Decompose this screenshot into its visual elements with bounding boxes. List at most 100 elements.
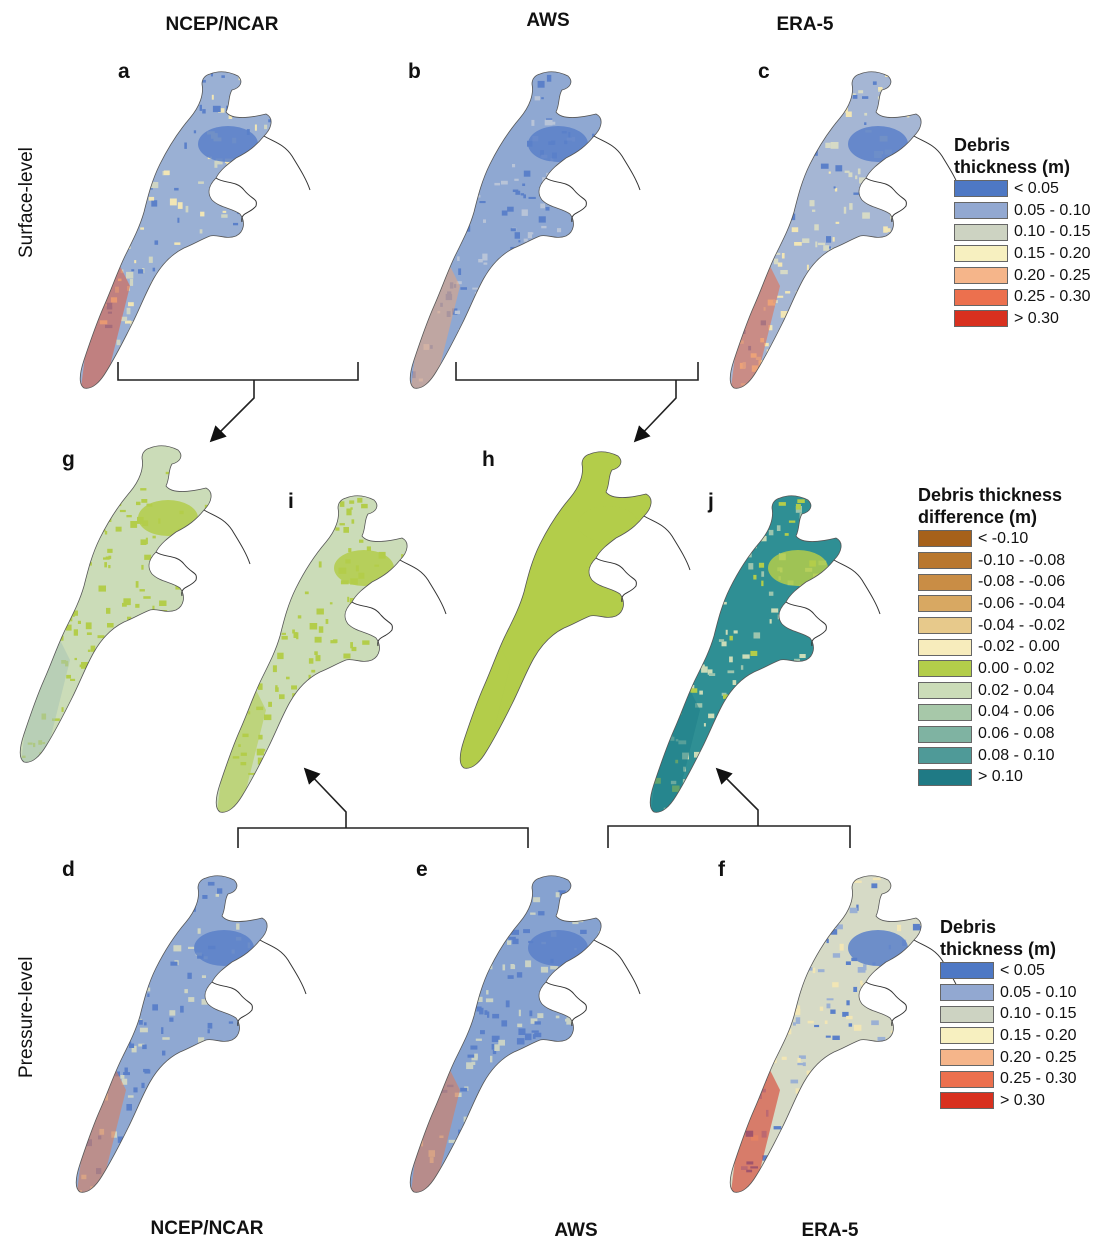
legend-item: 0.20 - 0.25	[940, 1047, 1077, 1069]
arrow-to-h	[633, 380, 677, 443]
legend-thickness-top: Debris thickness (m) < 0.05 0.05 - 0.10 0.…	[954, 134, 1091, 330]
legend-swatch	[954, 267, 1008, 285]
legend-label: 0.08 - 0.10	[978, 746, 1055, 764]
panel-letter-g: g	[62, 448, 75, 471]
glacier-map-i	[215, 495, 447, 813]
catchment-outline	[545, 135, 641, 223]
legend-label: 0.02 - 0.04	[978, 681, 1055, 699]
panel-letter-a: a	[118, 60, 130, 83]
legend-swatch	[918, 747, 972, 765]
legend-item: 0.10 - 0.15	[954, 221, 1091, 243]
panel-letter-d: d	[62, 858, 75, 881]
legend-item: 0.02 - 0.04	[918, 680, 1065, 702]
legend-item: > 0.30	[940, 1090, 1077, 1112]
legend-swatch	[918, 552, 972, 570]
bracket-d-e	[237, 827, 529, 848]
panel-letter-c: c	[758, 60, 770, 83]
arrow-to-j	[715, 767, 759, 826]
panel-letter-h: h	[482, 448, 495, 471]
legend-item: 0.15 - 0.20	[954, 243, 1091, 265]
legend-swatch	[940, 962, 994, 980]
catchment-outline	[545, 939, 641, 1027]
glacier-map-b	[409, 71, 641, 389]
bracket-e-f	[607, 825, 851, 848]
legend-swatch	[918, 595, 972, 613]
legend-item: < 0.05	[940, 960, 1077, 982]
legend-difference-items: < -0.10 -0.10 - -0.08 -0.08 - -0.06 -0.06 -…	[918, 528, 1065, 788]
column-title-era5-top: ERA-5	[776, 14, 834, 35]
catchment-outline	[155, 509, 251, 597]
legend-label: 0.15 - 0.20	[1014, 244, 1091, 262]
legend-title-line1: Debris	[940, 917, 997, 937]
legend-label: 0.15 - 0.20	[1000, 1026, 1077, 1044]
glacier-texture	[460, 506, 638, 769]
legend-item: < -0.10	[918, 528, 1065, 550]
legend-swatch	[954, 245, 1008, 263]
legend-item: -0.06 - -0.04	[918, 593, 1065, 615]
legend-title-line2: thickness (m)	[940, 939, 1057, 959]
arrow-to-i	[303, 767, 347, 828]
glacier-map-a	[79, 71, 311, 389]
legend-item: 0.15 - 0.20	[940, 1025, 1077, 1047]
panel-letter-f: f	[718, 858, 725, 881]
legend-label: 0.20 - 0.25	[1014, 266, 1091, 284]
catchment-outline	[865, 135, 961, 223]
legend-label: 0.20 - 0.25	[1000, 1048, 1077, 1066]
legend-swatch	[940, 1005, 994, 1023]
legend-swatch	[940, 1049, 994, 1067]
legend-thickness-top-items: < 0.05 0.05 - 0.10 0.10 - 0.15 0.15 - 0.20 0…	[954, 178, 1091, 330]
legend-swatch	[918, 703, 972, 721]
catchment-outline	[785, 559, 881, 647]
legend-swatch	[954, 202, 1008, 220]
legend-swatch	[954, 180, 1008, 198]
column-title-era5-bottom: ERA-5	[801, 1220, 859, 1241]
arrow-to-g	[209, 380, 255, 443]
legend-swatch	[918, 573, 972, 591]
legend-swatch	[940, 984, 994, 1002]
glacier-map-g	[19, 445, 251, 763]
legend-item: -0.10 - -0.08	[918, 550, 1065, 572]
legend-item: 0.05 - 0.10	[940, 982, 1077, 1004]
panel-letter-j: j	[708, 490, 714, 513]
legend-thickness-bottom: Debris thickness (m) < 0.05 0.05 - 0.10 0.…	[940, 916, 1077, 1112]
legend-item: 0.00 - 0.02	[918, 658, 1065, 680]
legend-label: < 0.05	[1000, 961, 1045, 979]
glacier-map-c	[729, 71, 961, 389]
catchment-outline	[865, 939, 961, 1027]
glacier-map-h	[459, 451, 691, 769]
legend-swatch	[918, 617, 972, 635]
legend-thickness-bottom-items: < 0.05 0.05 - 0.10 0.10 - 0.15 0.15 - 0.20 0…	[940, 960, 1077, 1112]
legend-label: -0.06 - -0.04	[978, 594, 1066, 612]
legend-item: 0.25 - 0.30	[940, 1068, 1077, 1090]
legend-swatch	[954, 310, 1008, 328]
legend-item: > 0.30	[954, 308, 1091, 330]
bracket-a-c	[117, 362, 359, 381]
legend-label: -0.04 - -0.02	[978, 616, 1066, 634]
legend-item: 0.08 - 0.10	[918, 745, 1065, 767]
column-title-ncep-ncar-top: NCEP/NCAR	[165, 14, 279, 35]
legend-item: 0.04 - 0.06	[918, 702, 1065, 724]
legend-title-line2: difference (m)	[918, 507, 1038, 527]
legend-item: 0.20 - 0.25	[954, 265, 1091, 287]
catchment-outline	[351, 559, 447, 647]
legend-label: > 0.10	[978, 768, 1023, 786]
panel-letter-i: i	[288, 490, 294, 513]
glacier-map-f	[729, 875, 961, 1193]
legend-swatch	[954, 288, 1008, 306]
legend-swatch	[940, 1070, 994, 1088]
legend-swatch	[918, 725, 972, 743]
legend-swatch	[918, 638, 972, 656]
legend-swatch	[954, 223, 1008, 241]
legend-swatch	[940, 1092, 994, 1110]
legend-item: 0.25 - 0.30	[954, 286, 1091, 308]
legend-swatch	[918, 530, 972, 548]
legend-label: 0.05 - 0.10	[1014, 201, 1091, 219]
legend-label: < 0.05	[1014, 179, 1059, 197]
legend-title-line2: thickness (m)	[954, 157, 1071, 177]
column-title-aws-bottom: AWS	[554, 1220, 598, 1241]
legend-label: -0.02 - 0.00	[978, 638, 1060, 656]
legend-title-line1: Debris thickness	[918, 485, 1063, 505]
legend-swatch	[940, 1027, 994, 1045]
legend-item: -0.08 - -0.06	[918, 571, 1065, 593]
